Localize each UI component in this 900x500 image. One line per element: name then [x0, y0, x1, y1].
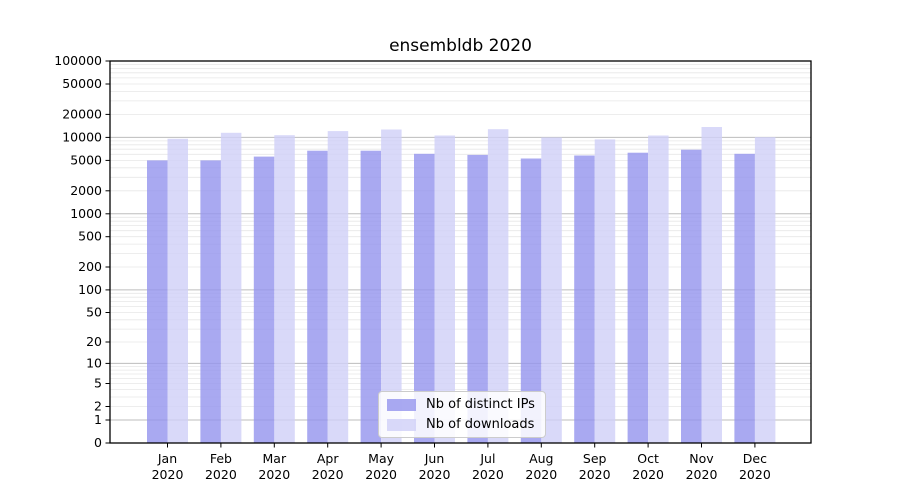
y-tick-label: 2 [94, 399, 102, 414]
bar-distinct-ips [681, 149, 702, 443]
bar-downloads [327, 131, 349, 443]
x-tick-label: Dec 2020 [739, 451, 771, 482]
bar-distinct-ips [627, 152, 649, 443]
bar-distinct-ips [200, 160, 221, 443]
bar-downloads [487, 129, 509, 443]
bar-distinct-ips [414, 153, 435, 444]
x-tick-label: Jun 2020 [419, 451, 451, 482]
x-tick-label: Mar 2020 [258, 451, 290, 482]
x-tick-label: Sep 2020 [579, 451, 611, 482]
y-tick-label: 100000 [54, 53, 102, 68]
bar-downloads [381, 129, 402, 443]
x-tick-label: Apr 2020 [312, 451, 344, 482]
y-tick-label: 200 [78, 259, 102, 274]
bar-downloads [754, 137, 776, 443]
y-axis: 0 12 5 10 20 50 100 200 500 1000 2000 5000 10000 2000… [54, 53, 110, 450]
y-tick-label: 10000 [62, 129, 102, 144]
bar-downloads [434, 135, 455, 443]
y-tick-label: 0 [94, 435, 102, 450]
bar-downloads [274, 135, 295, 443]
y-tick-label: 20 [86, 334, 102, 349]
legend-swatch-downloads [387, 418, 416, 431]
bar-distinct-ips [467, 154, 488, 443]
chart-title: ensembldb 2020 [389, 36, 532, 56]
bar-downloads [167, 138, 188, 444]
y-tick-label: 1000 [70, 206, 102, 221]
bar-downloads [594, 139, 616, 443]
legend-label-distinct-ips: Nb of distinct IPs [426, 397, 535, 412]
y-tick-label: 10 [86, 355, 102, 370]
y-tick-label: 5000 [70, 152, 102, 167]
bar-downloads [701, 127, 722, 443]
bar-downloads [220, 132, 242, 444]
y-tick-label: 100 [78, 282, 102, 297]
x-tick-label: Jan 2020 [152, 451, 184, 482]
y-tick-label: 50 [86, 305, 102, 320]
legend-label-downloads: Nb of downloads [426, 417, 535, 432]
x-tick-label: Feb 2020 [205, 451, 237, 482]
bar-distinct-ips [734, 153, 755, 444]
legend-item-distinct-ips: Nb of distinct IPs [387, 397, 537, 412]
x-tick-label: May 2020 [365, 451, 397, 482]
bar-distinct-ips [574, 155, 595, 443]
y-tick-label: 500 [78, 229, 102, 244]
bar-downloads [648, 135, 669, 443]
legend-swatch-distinct-ips [387, 398, 416, 411]
bars [147, 127, 776, 444]
y-tick-label: 2000 [70, 183, 102, 198]
bar-distinct-ips [253, 156, 275, 443]
legend: Nb of distinct IPs Nb of downloads [378, 391, 546, 438]
x-axis: Jan 2020 Feb 2020 Mar 2020 Apr 2020 May 2020 Jun 20… [152, 443, 771, 482]
bar-distinct-ips [147, 160, 168, 443]
y-tick-label: 20000 [62, 106, 102, 121]
axis-frame [109, 60, 812, 444]
x-tick-label: Aug 2020 [525, 451, 557, 482]
y-tick-label: 5 [94, 376, 102, 391]
bar-distinct-ips [307, 150, 328, 443]
bar-distinct-ips [360, 150, 382, 443]
x-tick-label: Nov 2020 [686, 451, 718, 482]
x-tick-label: Oct 2020 [632, 451, 664, 482]
y-tick-label: 50000 [62, 76, 102, 91]
x-tick-label: Jul 2020 [472, 451, 504, 482]
bar-downloads [541, 137, 562, 443]
y-tick-label: 1 [94, 412, 102, 427]
legend-item-downloads: Nb of downloads [387, 417, 537, 432]
bar-distinct-ips [520, 158, 542, 443]
